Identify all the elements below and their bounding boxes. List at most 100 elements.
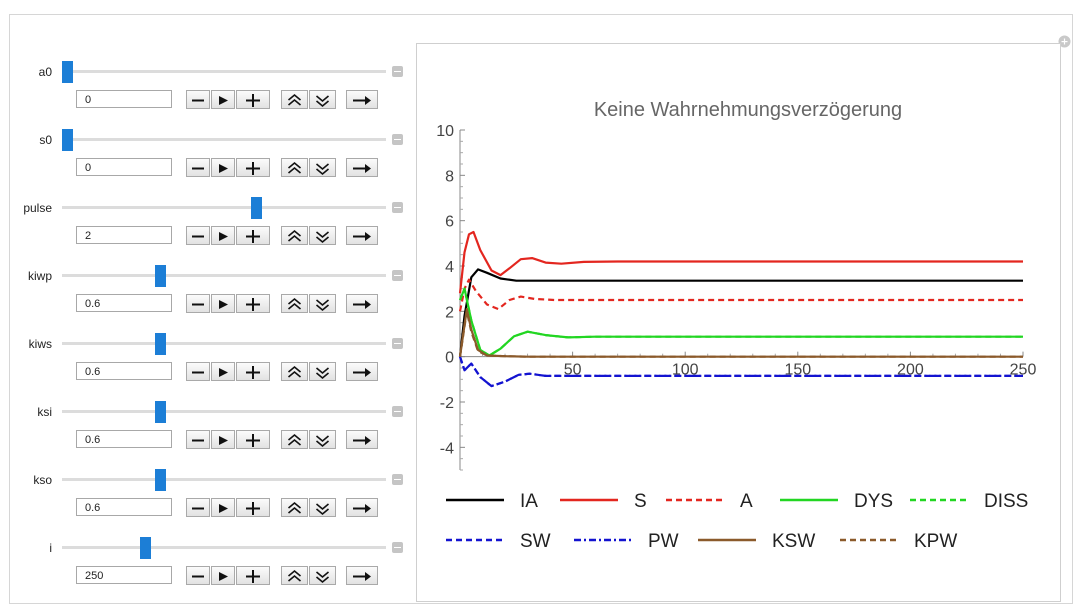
slider-thumb[interactable] — [251, 197, 263, 219]
value-input[interactable]: 0.6 — [76, 498, 172, 516]
series-diss-line — [458, 287, 1023, 357]
collapse-icon[interactable] — [392, 134, 403, 145]
y-tick-label: -4 — [440, 440, 454, 457]
minus-button[interactable] — [186, 498, 210, 517]
series-kpw-line — [458, 310, 1023, 358]
slower-button[interactable] — [309, 498, 336, 517]
direction-button[interactable] — [346, 226, 378, 245]
minus-icon — [192, 371, 204, 374]
collapse-icon[interactable] — [392, 406, 403, 417]
slider-track[interactable] — [62, 410, 386, 413]
slower-button[interactable] — [309, 158, 336, 177]
minus-button[interactable] — [186, 362, 210, 381]
play-button[interactable] — [211, 362, 235, 381]
legend-label-kpw: KPW — [914, 531, 957, 552]
slider-track[interactable] — [62, 478, 386, 481]
direction-button[interactable] — [346, 566, 378, 585]
direction-button[interactable] — [346, 158, 378, 177]
value-input[interactable]: 0.6 — [76, 362, 172, 380]
value-input[interactable]: 2 — [76, 226, 172, 244]
slider-thumb[interactable] — [62, 61, 73, 83]
collapse-icon[interactable] — [392, 270, 403, 281]
play-button[interactable] — [211, 294, 235, 313]
add-circle-icon[interactable] — [1058, 35, 1071, 48]
control-pulse: pulse 2 — [0, 194, 410, 260]
slider-thumb[interactable] — [155, 401, 166, 423]
faster-button[interactable] — [281, 226, 308, 245]
minus-button[interactable] — [186, 294, 210, 313]
play-button[interactable] — [211, 430, 235, 449]
control-kiws: kiws 0.6 — [0, 330, 410, 396]
collapse-icon[interactable] — [392, 202, 403, 213]
slower-button[interactable] — [309, 430, 336, 449]
faster-button[interactable] — [281, 362, 308, 381]
slower-button[interactable] — [309, 566, 336, 585]
slider-track[interactable] — [62, 206, 386, 209]
slower-button[interactable] — [309, 226, 336, 245]
play-button[interactable] — [211, 226, 235, 245]
minus-button[interactable] — [186, 430, 210, 449]
plus-button[interactable] — [236, 158, 270, 177]
faster-button[interactable] — [281, 90, 308, 109]
faster-button[interactable] — [281, 294, 308, 313]
play-button[interactable] — [211, 90, 235, 109]
faster-button[interactable] — [281, 430, 308, 449]
direction-button[interactable] — [346, 430, 378, 449]
y-tick-label: 6 — [445, 214, 454, 231]
plus-button[interactable] — [236, 430, 270, 449]
play-button[interactable] — [211, 498, 235, 517]
slider-track[interactable] — [62, 274, 386, 277]
x-tick-label: 50 — [564, 362, 582, 379]
play-icon — [219, 300, 228, 309]
plus-button[interactable] — [236, 498, 270, 517]
slider-track[interactable] — [62, 138, 386, 141]
value-input[interactable]: 250 — [76, 566, 172, 584]
slider-thumb[interactable] — [155, 469, 166, 491]
direction-button[interactable] — [346, 294, 378, 313]
play-icon — [219, 368, 228, 377]
slider-thumb[interactable] — [155, 265, 166, 287]
faster-button[interactable] — [281, 498, 308, 517]
plus-button[interactable] — [236, 90, 270, 109]
faster-button[interactable] — [281, 158, 308, 177]
y-tick-label: 10 — [436, 123, 454, 140]
slider-thumb[interactable] — [62, 129, 73, 151]
collapse-icon[interactable] — [392, 66, 403, 77]
slower-icon — [315, 503, 330, 516]
minus-button[interactable] — [186, 566, 210, 585]
plus-icon — [246, 434, 260, 447]
legend-label-s: S — [634, 491, 647, 512]
play-button[interactable] — [211, 566, 235, 585]
plus-button[interactable] — [236, 566, 270, 585]
slider-track[interactable] — [62, 546, 386, 549]
slower-button[interactable] — [309, 90, 336, 109]
direction-button[interactable] — [346, 90, 378, 109]
slider-thumb[interactable] — [139, 537, 151, 559]
minus-button[interactable] — [186, 158, 210, 177]
slider-thumb[interactable] — [155, 333, 166, 355]
plus-button[interactable] — [236, 362, 270, 381]
value-input[interactable]: 0 — [76, 158, 172, 176]
value-input[interactable]: 0.6 — [76, 430, 172, 448]
slower-button[interactable] — [309, 362, 336, 381]
minus-button[interactable] — [186, 90, 210, 109]
minus-icon — [192, 303, 204, 306]
plus-button[interactable] — [236, 294, 270, 313]
direction-button[interactable] — [346, 498, 378, 517]
minus-button[interactable] — [186, 226, 210, 245]
legend-label-pw: PW — [648, 531, 679, 552]
slower-button[interactable] — [309, 294, 336, 313]
plus-button[interactable] — [236, 226, 270, 245]
direction-button[interactable] — [346, 362, 378, 381]
collapse-icon[interactable] — [392, 474, 403, 485]
faster-button[interactable] — [281, 566, 308, 585]
value-input[interactable]: 0.6 — [76, 294, 172, 312]
value-input[interactable]: 0 — [76, 90, 172, 108]
slider-track[interactable] — [62, 342, 386, 345]
slider-track[interactable] — [62, 70, 386, 73]
control-label: ksi — [37, 405, 52, 419]
collapse-icon[interactable] — [392, 542, 403, 553]
collapse-icon[interactable] — [392, 338, 403, 349]
slower-icon — [315, 571, 330, 584]
play-button[interactable] — [211, 158, 235, 177]
